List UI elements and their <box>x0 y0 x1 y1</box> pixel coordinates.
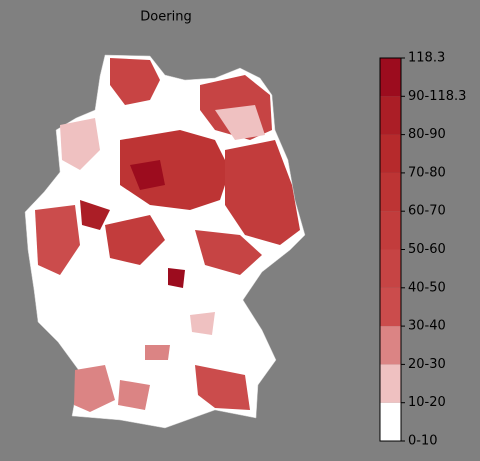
region <box>118 380 150 410</box>
colorbar-tick-label: 70-80 <box>408 165 446 180</box>
colorbar-tick-label: 50-60 <box>408 242 446 257</box>
region <box>60 118 100 170</box>
region <box>130 160 165 190</box>
colorbar-tick-label: 60-70 <box>408 204 446 219</box>
colorbar-tick-label: 90-118.3 <box>408 89 466 104</box>
colorbar-segment <box>380 211 401 250</box>
region <box>195 365 250 410</box>
region <box>105 215 165 265</box>
region <box>225 140 300 245</box>
region <box>190 312 215 335</box>
colorbar-segment <box>380 364 401 403</box>
colorbar-tick-label: 118.3 <box>408 51 445 66</box>
colorbar-segment <box>380 96 401 135</box>
colorbar-segment <box>380 58 401 97</box>
region <box>145 345 170 360</box>
colorbar-segment <box>380 249 401 288</box>
colorbar-segment <box>380 172 401 212</box>
colorbar-segment <box>380 287 401 327</box>
map-title: Doering <box>140 10 191 25</box>
region <box>168 268 185 288</box>
colorbar-tick-label: 0-10 <box>408 434 438 449</box>
colorbar-tick-label: 30-40 <box>408 319 446 334</box>
region <box>120 130 230 210</box>
colorbar-segment <box>380 134 401 173</box>
colorbar-tick-label: 40-50 <box>408 280 446 295</box>
colorbar-tick-label: 10-20 <box>408 395 446 410</box>
region <box>195 230 262 275</box>
region <box>215 105 265 140</box>
region <box>80 200 110 230</box>
colorbar-tick-label: 80-90 <box>408 127 446 142</box>
colorbar: 0-10 10-20 20-30 30-40 40-50 50-60 60-70 70-80 8… <box>379 51 466 449</box>
region <box>74 365 115 412</box>
colorbar-segment <box>380 402 401 441</box>
colorbar-segment <box>380 326 401 365</box>
colorbar-tick-label: 20-30 <box>408 357 446 372</box>
germany-map <box>24 54 306 429</box>
region <box>110 58 160 105</box>
region <box>35 205 80 275</box>
